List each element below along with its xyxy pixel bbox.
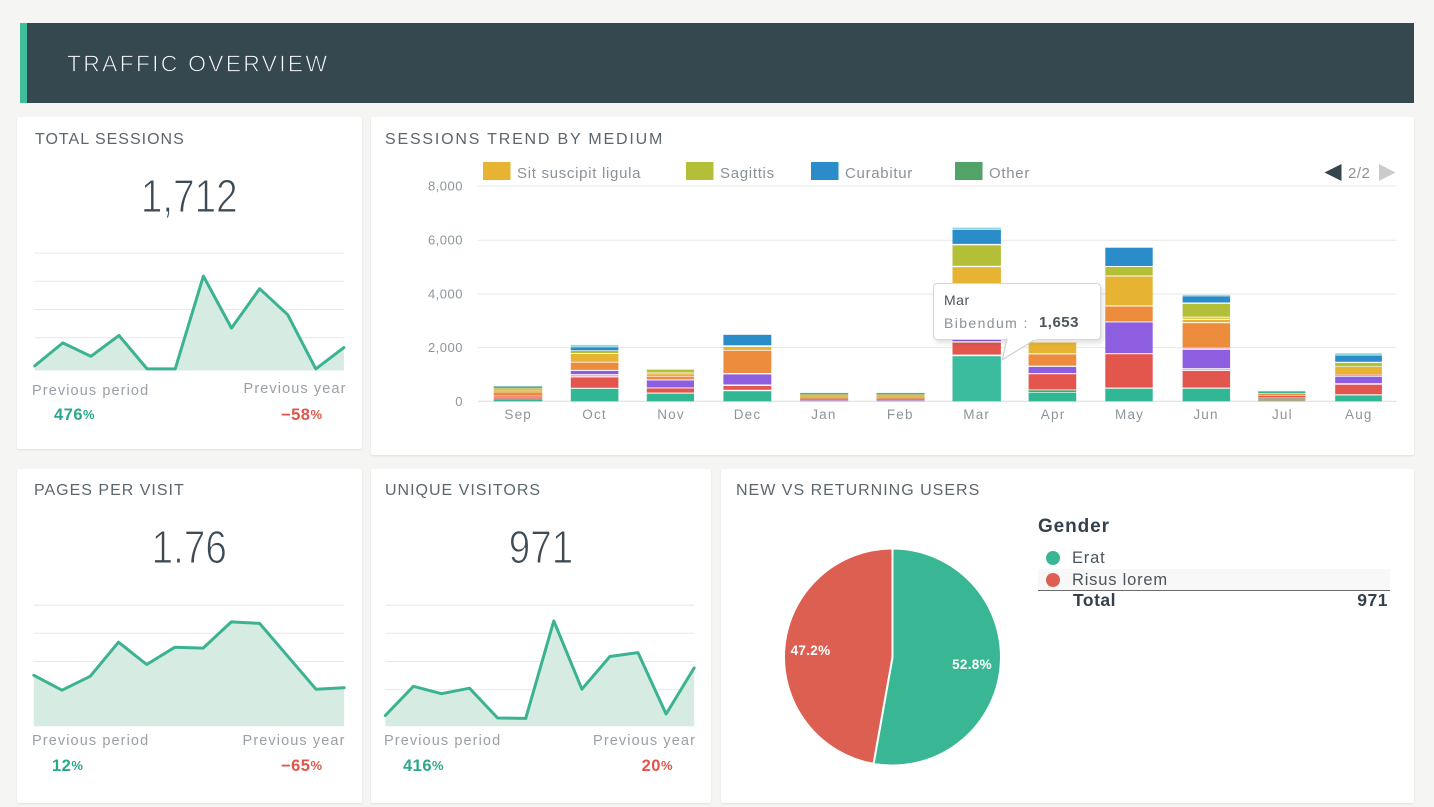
svg-text:47.2%: 47.2% <box>791 643 831 658</box>
svg-text:Oct: Oct <box>582 407 607 422</box>
svg-text:Jan: Jan <box>811 407 836 422</box>
svg-text:Sagittis: Sagittis <box>720 165 775 182</box>
svg-text:May: May <box>1115 407 1144 422</box>
svg-text:Dec: Dec <box>734 407 762 422</box>
svg-text:0: 0 <box>455 394 463 409</box>
svg-text:Nov: Nov <box>657 407 685 422</box>
svg-text:2/2: 2/2 <box>1348 165 1370 182</box>
svg-text:52.8%: 52.8% <box>952 657 992 672</box>
svg-text:4,000: 4,000 <box>428 287 463 302</box>
svg-text:Apr: Apr <box>1041 407 1066 422</box>
svg-text:8,000: 8,000 <box>428 179 463 194</box>
svg-text:Mar: Mar <box>963 407 990 422</box>
svg-text:Feb: Feb <box>887 407 914 422</box>
svg-text:Jul: Jul <box>1272 407 1293 422</box>
svg-text:Jun: Jun <box>1193 407 1218 422</box>
svg-text:Sep: Sep <box>504 407 532 422</box>
svg-text:6,000: 6,000 <box>428 233 463 248</box>
svg-text:Aug: Aug <box>1345 407 1373 422</box>
svg-text:2,000: 2,000 <box>428 340 463 355</box>
svg-text:Other: Other <box>989 165 1030 182</box>
svg-text:Sit suscipit ligula: Sit suscipit ligula <box>517 165 641 182</box>
svg-text:Curabitur: Curabitur <box>845 165 913 182</box>
